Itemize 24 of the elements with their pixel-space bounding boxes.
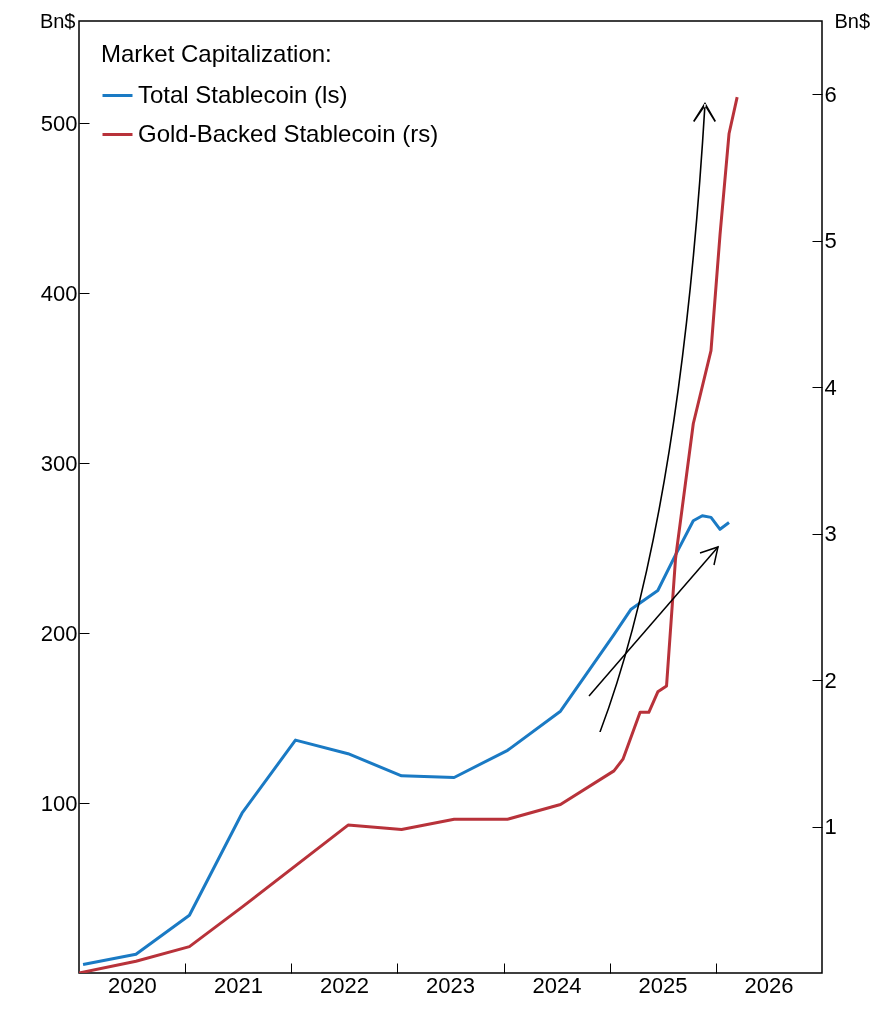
legend-label: Gold-Backed Stablecoin (rs) bbox=[138, 119, 439, 147]
y-tick-label: 500 bbox=[40, 110, 78, 136]
y2-axis-title: Bn$ bbox=[834, 9, 871, 32]
x-tick-label: 2026 bbox=[744, 972, 794, 998]
y-tick-label: 100 bbox=[40, 790, 78, 816]
y2-tick-label: 6 bbox=[824, 81, 837, 107]
x-tick-label: 2021 bbox=[213, 972, 263, 998]
legend-label: Total Stablecoin (ls) bbox=[138, 80, 348, 108]
legend-title: Market Capitalization: bbox=[101, 40, 332, 67]
y-tick-label: 400 bbox=[40, 280, 78, 306]
x-tick-label: 2025 bbox=[638, 972, 688, 998]
y-tick-label: 300 bbox=[40, 450, 78, 476]
y2-tick-label: 5 bbox=[824, 228, 837, 254]
y2-tick-label: 2 bbox=[824, 667, 837, 693]
y2-tick-label: 3 bbox=[824, 521, 837, 547]
y2-tick-label: 1 bbox=[824, 814, 837, 840]
y-tick-label: 200 bbox=[40, 620, 78, 646]
x-tick-label: 2024 bbox=[532, 972, 582, 998]
x-tick-label: 2020 bbox=[107, 972, 157, 998]
y2-tick-label: 4 bbox=[824, 374, 837, 400]
x-tick-label: 2022 bbox=[320, 972, 369, 998]
line-series bbox=[81, 514, 731, 966]
x-tick-label: 2023 bbox=[426, 972, 476, 998]
y-axis-title: Bn$ bbox=[39, 9, 76, 32]
